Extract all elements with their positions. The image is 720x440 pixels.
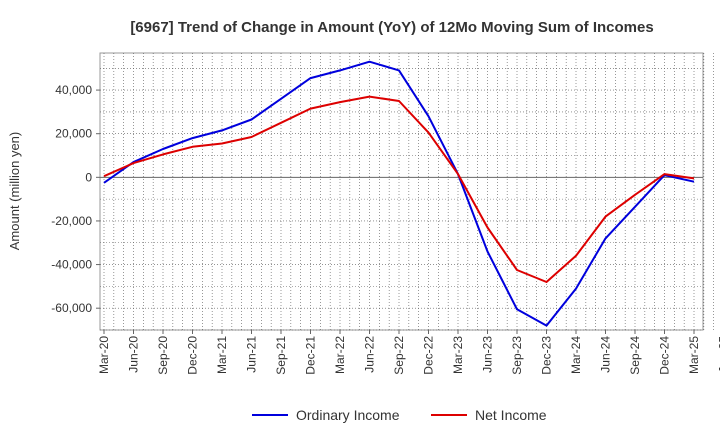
legend-label-net-income: Net Income [475,407,547,423]
chart-title: [6967] Trend of Change in Amount (YoY) o… [130,19,653,36]
x-tick-label: Jun-21 [245,336,259,373]
y-tick-label: 20,000 [55,127,92,141]
x-tick-label: Dec-23 [540,336,554,375]
x-tick-label: Mar-21 [215,336,229,374]
y-tick-label: -60,000 [51,301,92,315]
x-tick-label: Dec-20 [186,336,200,375]
x-tick-label: Mar-20 [97,336,111,374]
x-tick-label: Jun-25 [717,336,720,373]
x-tick-label: Sep-22 [392,336,406,375]
y-axis-label: Amount (million yen) [7,132,22,251]
y-tick-label: 40,000 [55,83,92,97]
x-tick-label: Jun-23 [481,336,495,373]
x-tick-label: Dec-22 [422,336,436,375]
x-tick-label: Sep-20 [156,336,170,375]
x-tick-label: Jun-24 [599,336,613,373]
legend: Ordinary Income Net Income [252,407,547,423]
x-tick-label: Jun-20 [127,336,141,373]
x-tick-label: Mar-23 [451,336,465,374]
x-tick-label: Dec-24 [658,336,672,375]
y-tick-label: 0 [85,170,92,184]
x-tick-label: Mar-24 [569,336,583,374]
x-tick-label: Dec-21 [304,336,318,375]
series-lines [103,60,695,327]
y-tick-label: -20,000 [51,214,92,228]
plot-area [99,52,704,331]
x-tick-label: Mar-25 [687,336,701,374]
series-line-ordinary-income [103,60,695,327]
x-axis-ticks: Mar-20 Jun-20 Sep-20 Dec-20 Mar-21 Jun-21 Sep-… [97,330,720,375]
x-tick-label: Sep-21 [274,336,288,375]
legend-label-ordinary-income: Ordinary Income [296,407,400,423]
x-tick-label: Mar-22 [333,336,347,374]
y-tick-label: -40,000 [51,258,92,272]
series-line-net-income [103,95,695,283]
x-tick-label: Sep-23 [510,336,524,375]
x-tick-label: Sep-24 [628,336,642,375]
y-axis-ticks: 40,000 20,000 0 -20,000 -40,000 -60,000 [51,83,100,315]
x-tick-label: Jun-22 [363,336,377,373]
